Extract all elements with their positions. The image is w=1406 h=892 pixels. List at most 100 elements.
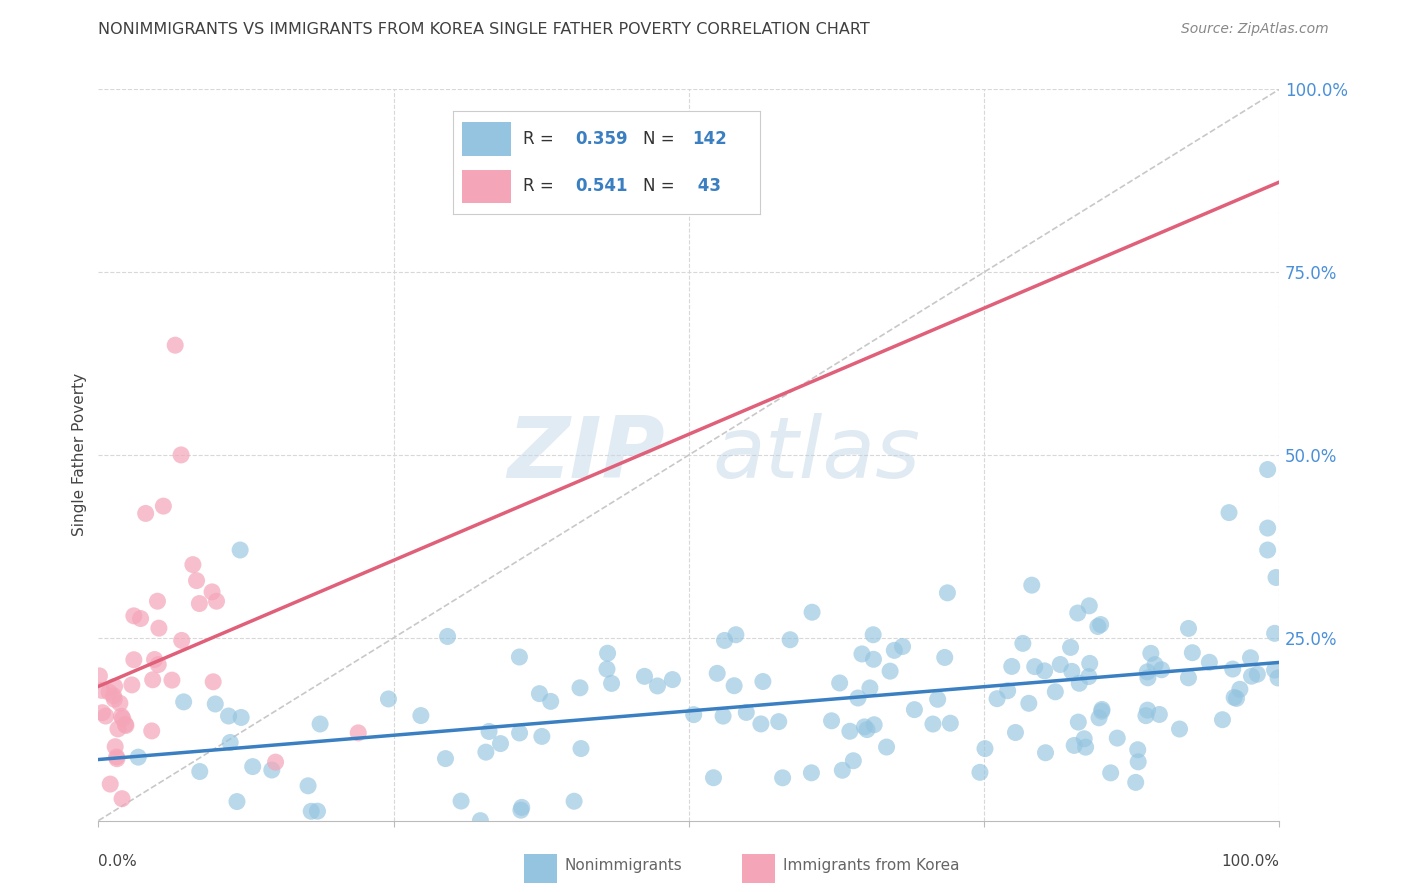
Point	[879, 664, 901, 678]
Text: N =: N =	[643, 130, 681, 148]
Point	[205, 594, 228, 608]
Point	[1021, 578, 1043, 592]
Point	[661, 673, 683, 687]
Point	[1059, 640, 1081, 655]
Point	[876, 739, 898, 754]
Point	[94, 709, 117, 723]
Point	[108, 696, 131, 710]
Point	[307, 804, 329, 818]
Text: N =: N =	[643, 177, 681, 194]
Point	[201, 585, 224, 599]
Point	[1239, 650, 1261, 665]
Point	[1267, 671, 1289, 685]
Text: Source: ZipAtlas.com: Source: ZipAtlas.com	[1181, 22, 1329, 37]
Point	[569, 681, 592, 695]
Point	[859, 681, 882, 695]
Point	[1240, 669, 1263, 683]
Point	[152, 499, 174, 513]
Point	[104, 739, 127, 754]
Point	[436, 630, 458, 644]
Point	[111, 791, 134, 805]
Point	[188, 764, 211, 779]
Point	[202, 674, 225, 689]
Point	[986, 691, 1008, 706]
Point	[91, 706, 114, 720]
Point	[934, 650, 956, 665]
Point	[204, 697, 226, 711]
Point	[218, 709, 240, 723]
Bar	[463, 122, 510, 156]
Point	[1211, 713, 1233, 727]
Point	[682, 707, 704, 722]
Point	[838, 724, 860, 739]
Point	[846, 691, 869, 706]
Point	[772, 771, 794, 785]
Point	[90, 683, 112, 698]
Point	[1090, 617, 1112, 632]
Point	[1143, 657, 1166, 672]
Point	[724, 628, 747, 642]
Text: 43: 43	[692, 177, 721, 194]
Point	[647, 679, 669, 693]
Point	[103, 692, 125, 706]
Point	[1033, 664, 1056, 678]
Point	[735, 706, 758, 720]
Point	[409, 708, 432, 723]
Point	[723, 679, 745, 693]
Point	[842, 754, 865, 768]
Point	[1011, 636, 1033, 650]
Point	[974, 741, 997, 756]
Point	[596, 646, 619, 660]
Point	[936, 586, 959, 600]
Point	[377, 692, 399, 706]
Point	[1078, 599, 1101, 613]
Point	[1001, 659, 1024, 673]
Point	[540, 694, 562, 708]
Point	[103, 689, 125, 703]
Point	[903, 703, 925, 717]
Bar	[463, 169, 510, 203]
Point	[1035, 746, 1057, 760]
Point	[1264, 663, 1286, 677]
Point	[779, 632, 801, 647]
Point	[231, 710, 253, 724]
Point	[299, 805, 322, 819]
Point	[711, 709, 734, 723]
Point	[1004, 725, 1026, 739]
Point	[219, 735, 242, 749]
Text: 100.0%: 100.0%	[1222, 854, 1279, 869]
Point	[969, 765, 991, 780]
Point	[110, 709, 132, 723]
Point	[98, 685, 121, 699]
Point	[89, 669, 111, 683]
Point	[1088, 711, 1111, 725]
Point	[1045, 685, 1067, 699]
Point	[105, 750, 128, 764]
Point	[122, 653, 145, 667]
Point	[114, 717, 136, 731]
Point	[226, 795, 249, 809]
Point	[1223, 690, 1246, 705]
Point	[862, 628, 884, 642]
Point	[831, 764, 853, 778]
Point	[1136, 703, 1159, 717]
Point	[107, 722, 129, 736]
Text: NONIMMIGRANTS VS IMMIGRANTS FROM KOREA SINGLE FATHER POVERTY CORRELATION CHART: NONIMMIGRANTS VS IMMIGRANTS FROM KOREA S…	[98, 22, 870, 37]
Point	[103, 680, 125, 694]
Point	[1060, 665, 1083, 679]
Point	[828, 676, 851, 690]
Point	[891, 640, 914, 654]
Point	[142, 673, 165, 687]
Point	[1087, 619, 1109, 633]
Text: Nonimmigrants: Nonimmigrants	[565, 858, 683, 873]
Point	[188, 597, 211, 611]
Point	[939, 716, 962, 731]
Point	[148, 621, 170, 635]
Point	[856, 723, 879, 737]
Point	[121, 678, 143, 692]
Point	[1126, 743, 1149, 757]
Point	[801, 605, 824, 619]
Point	[143, 652, 166, 666]
Point	[475, 745, 498, 759]
Point	[922, 717, 945, 731]
